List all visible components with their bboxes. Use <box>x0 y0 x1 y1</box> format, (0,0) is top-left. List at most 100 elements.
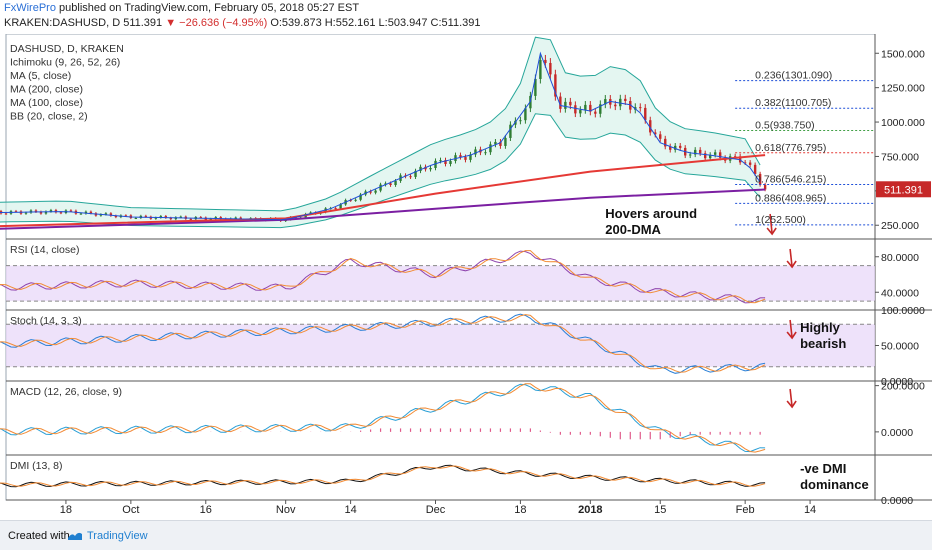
candle-body <box>4 213 8 215</box>
candle-body <box>708 154 712 159</box>
candle-body <box>59 212 63 214</box>
value-tick-label: 100.0000 <box>881 305 925 317</box>
fib-level-label: 0.5(938.750) <box>755 119 815 131</box>
candle-body <box>189 218 192 220</box>
candle-body <box>214 217 217 219</box>
candle-body <box>484 152 487 154</box>
value-tick-label: 750.000 <box>881 151 919 163</box>
candle-body <box>584 104 587 110</box>
candle-body <box>414 170 417 177</box>
candle-body <box>743 162 747 164</box>
candle-body <box>679 145 682 148</box>
time-tick-label: Dec <box>426 504 446 516</box>
candle-body <box>763 184 767 190</box>
last-price-tag-label: 511.391 <box>884 184 923 196</box>
candle-body <box>639 107 642 109</box>
candle-body <box>109 213 113 216</box>
last-price-tag <box>876 181 931 198</box>
time-tick-label: 2018 <box>578 504 602 516</box>
tradingview-link[interactable]: TradingView <box>87 530 148 542</box>
candle-body <box>359 194 362 200</box>
candle-body <box>99 214 103 216</box>
chart-canvas[interactable]: 18 Oct 16 Nov 14 Dec 18 2018 15 Feb 14 1500.000 1250… <box>0 34 932 520</box>
candle-body <box>494 141 497 145</box>
candle-body <box>489 144 492 153</box>
time-tick-label: Nov <box>276 504 296 516</box>
time-tick-label: 14 <box>804 504 816 516</box>
price-axis-bg <box>875 34 932 520</box>
candle-body <box>534 78 537 96</box>
fib-level-label: 0.382(1100.705) <box>755 97 831 109</box>
stoch-annotation-line-2: bearish <box>800 336 846 351</box>
fib-level-label: 0.618(776.795) <box>755 142 826 154</box>
candle-body <box>579 109 582 114</box>
candle-body <box>429 168 432 170</box>
candle-body <box>599 104 602 114</box>
price-down-arrow <box>769 213 773 235</box>
candle-body <box>379 184 382 191</box>
author-link[interactable]: FxWirePro <box>4 2 56 14</box>
series-layer <box>0 36 875 488</box>
candle-body <box>539 59 542 79</box>
dmi-adx-line-signal <box>0 465 766 487</box>
candle-body <box>134 217 138 219</box>
stoch-line-signal <box>0 314 766 373</box>
candle-body <box>669 146 672 150</box>
candle-body <box>694 149 697 155</box>
candle-body <box>49 210 53 212</box>
candle-body <box>644 107 647 121</box>
candle-body <box>384 183 387 185</box>
candle-body <box>159 216 163 218</box>
tradingview-logo-icon <box>66 529 84 547</box>
created-with-text: Created with <box>8 530 70 542</box>
candle-body <box>179 216 182 218</box>
ma100-line <box>0 154 766 228</box>
dmi-adx-line <box>0 464 766 488</box>
candle-body <box>718 152 722 158</box>
candle-body <box>519 120 522 122</box>
candle-body <box>614 104 617 107</box>
candle-body <box>419 166 422 171</box>
candle-body <box>234 217 237 219</box>
stoch-down-arrow <box>789 319 793 339</box>
candle-body <box>549 62 552 75</box>
dmi-annotation-line-1: -ve DMI <box>800 461 846 476</box>
candle-body <box>374 190 377 193</box>
ma5-line <box>0 51 761 221</box>
candle-body <box>674 145 677 150</box>
legend-entry: BB (20, close, 2) <box>10 111 88 123</box>
macd-line-signal <box>0 383 766 453</box>
candle-body <box>209 218 212 220</box>
candle-body <box>24 212 28 214</box>
fib-level-label: 1(252.500) <box>755 214 806 226</box>
candle-body <box>114 215 118 218</box>
fib-level-label: 0.236(1301.090) <box>755 70 832 82</box>
candle-body <box>449 161 452 165</box>
panel-title: MACD (12, 26, close, 9) <box>10 386 122 398</box>
value-tick-label: 1250.000 <box>881 83 925 95</box>
candle-body <box>124 215 128 217</box>
candle-body <box>499 141 502 146</box>
candle-body <box>748 162 752 165</box>
time-tick-label: 14 <box>344 504 356 516</box>
candle-body <box>459 155 462 158</box>
candle-body <box>389 183 392 186</box>
label-layer: 18 Oct 16 Nov 14 Dec 18 2018 15 Feb 14 1500.000 1250… <box>10 43 931 516</box>
price-down-arrow-head <box>766 227 777 236</box>
candle-body <box>574 105 577 114</box>
candle-body <box>659 134 662 139</box>
candle-body <box>758 173 762 185</box>
candle-body <box>604 99 607 105</box>
annotation-line-1: Hovers around <box>605 206 697 221</box>
time-tick-label: 16 <box>200 504 212 516</box>
oscillator-band <box>6 324 875 367</box>
candle-body <box>199 217 202 219</box>
candle-body <box>44 211 48 214</box>
candle-body <box>84 211 88 214</box>
rsi-down-arrow-head <box>786 260 797 269</box>
candle-body <box>14 211 18 213</box>
candle-body <box>649 120 652 133</box>
candle-body <box>733 156 737 158</box>
time-tick-label: 18 <box>60 504 72 516</box>
value-tick-label: 0.0000 <box>881 427 913 439</box>
